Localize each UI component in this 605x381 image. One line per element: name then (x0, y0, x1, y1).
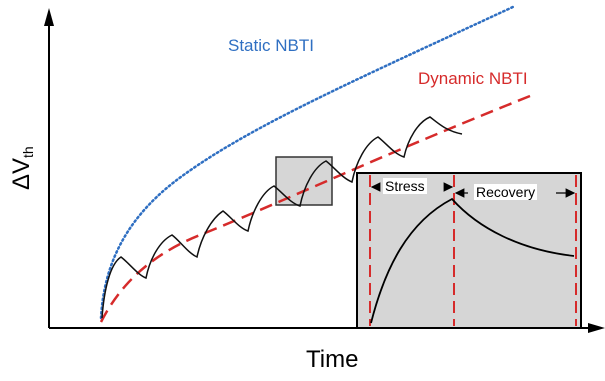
dynamic-nbti-trend (99, 94, 531, 323)
x-axis-arrowhead (588, 323, 605, 333)
y-axis-label-subscript: th (20, 146, 36, 158)
dynamic-nbti-label: Dynamic NBTI (418, 69, 528, 88)
zoom-box (275, 156, 333, 206)
stress-label: Stress (383, 178, 427, 194)
recovery-label: Recovery (474, 184, 538, 200)
x-axis-label: Time (306, 346, 359, 373)
y-axis-label-main: ΔV (8, 157, 35, 190)
inset-box (356, 172, 582, 329)
dynamic-nbti-sawtooth (101, 116, 463, 319)
y-axis-arrowhead (44, 8, 54, 26)
static-nbti-label: Static NBTI (228, 36, 314, 55)
static-nbti-curve (99, 4, 517, 320)
y-axis-label: ΔVth (8, 146, 36, 190)
inset-stress-recovery-curve (370, 197, 575, 324)
